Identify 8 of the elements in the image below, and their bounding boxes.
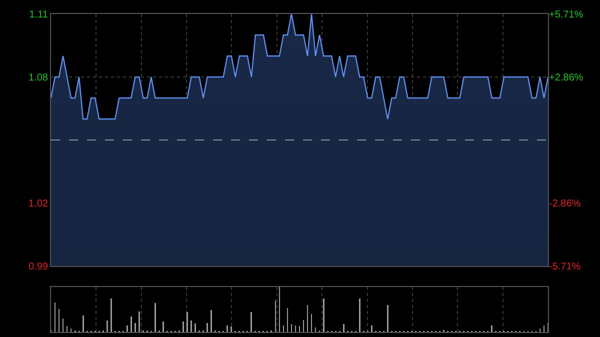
y-tick-label: 1.11 (29, 10, 48, 20)
y-tick-label: 1.08 (28, 72, 48, 84)
y2-tick-label: +2.86% (549, 72, 584, 84)
y2-tick-label: +5.71% (549, 10, 584, 20)
y-tick-label: 0.99 (28, 262, 48, 272)
y-tick-label: 1.02 (28, 198, 48, 210)
y2-tick-label: -5.71% (549, 262, 581, 272)
y2-tick-label: -2.86% (549, 198, 581, 210)
